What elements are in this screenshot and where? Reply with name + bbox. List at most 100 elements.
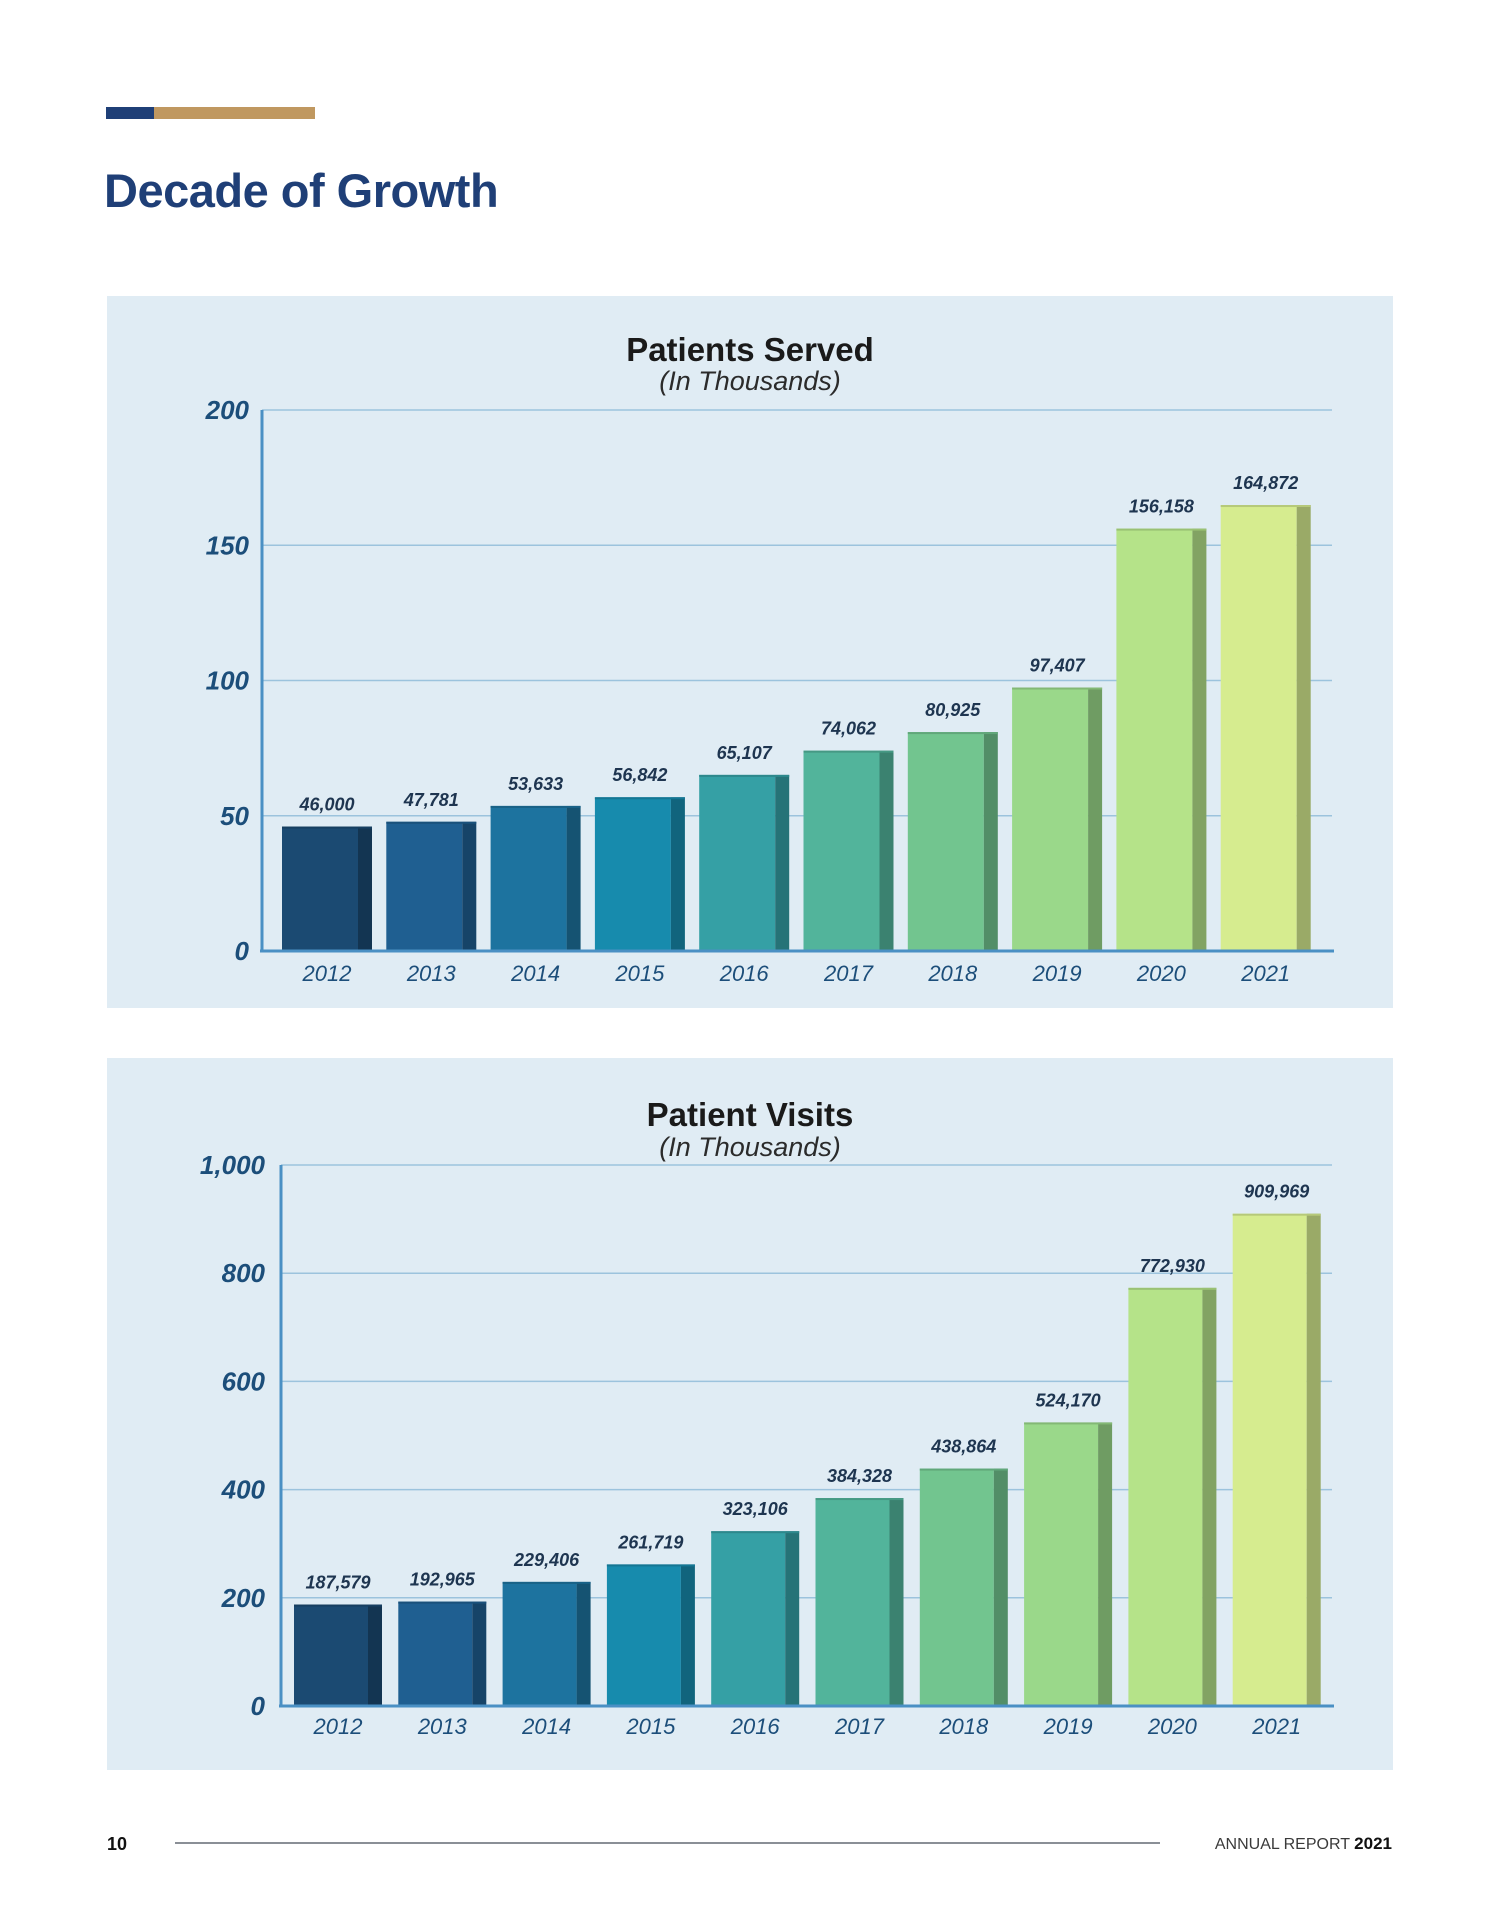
data-label: 323,106 bbox=[723, 1499, 789, 1519]
bar-side-2017 bbox=[889, 1498, 904, 1706]
y-tick-label: 1,000 bbox=[200, 1150, 266, 1180]
data-label: 772,930 bbox=[1140, 1256, 1205, 1276]
chart-subtitle: (In Thousands) bbox=[659, 1132, 841, 1162]
data-label: 229,406 bbox=[513, 1550, 580, 1570]
bar-top-2012 bbox=[282, 826, 372, 829]
y-tick-label: 400 bbox=[221, 1475, 266, 1505]
data-label: 47,781 bbox=[403, 790, 459, 810]
chart-title: Patient Visits bbox=[647, 1096, 854, 1133]
bar-2018 bbox=[907, 732, 984, 951]
data-label: 524,170 bbox=[1036, 1390, 1101, 1410]
report-label: ANNUAL REPORT bbox=[1214, 1836, 1350, 1853]
patient-visits-chart-panel: Patient Visits (In Thousands) 0 200 400 600 80… bbox=[107, 1058, 1393, 1770]
bar-2020 bbox=[1128, 1287, 1203, 1706]
bar-side-2014 bbox=[566, 805, 581, 951]
bar-side-2014 bbox=[576, 1581, 591, 1706]
data-label: 156,158 bbox=[1129, 497, 1194, 517]
data-label: 187,579 bbox=[305, 1573, 370, 1593]
bar-2018 bbox=[919, 1468, 994, 1706]
bar-side-2019 bbox=[1088, 687, 1103, 951]
data-label: 909,969 bbox=[1244, 1182, 1309, 1202]
x-tick-label: 2015 bbox=[625, 1714, 676, 1739]
bar-top-2019 bbox=[1024, 1422, 1113, 1425]
bars bbox=[294, 1213, 1321, 1706]
bar-side-2016 bbox=[785, 1531, 800, 1706]
data-label: 56,842 bbox=[612, 765, 667, 785]
y-tick-label: 150 bbox=[206, 530, 250, 560]
bar-2016 bbox=[711, 1531, 786, 1706]
x-tick-label: 2018 bbox=[927, 961, 978, 986]
bar-top-2014 bbox=[502, 1581, 591, 1584]
x-tick-label: 2017 bbox=[834, 1714, 885, 1739]
x-tick-label: 2015 bbox=[614, 961, 665, 986]
bar-2017 bbox=[815, 1498, 890, 1706]
patients-served-chart: Patients Served(In Thousands) 0 50 100 150 20… bbox=[205, 331, 1334, 986]
x-tick-label: 2018 bbox=[938, 1714, 989, 1739]
y-tick-label: 800 bbox=[222, 1258, 266, 1288]
bar-side-2018 bbox=[993, 1468, 1008, 1706]
data-label: 80,925 bbox=[925, 700, 981, 720]
data-label: 53,633 bbox=[508, 774, 563, 794]
footer-divider bbox=[175, 1842, 1160, 1844]
bar-side-2013 bbox=[462, 821, 477, 951]
bar-2019 bbox=[1012, 687, 1089, 951]
x-tick-label: 2014 bbox=[521, 1714, 571, 1739]
data-label: 74,062 bbox=[821, 719, 876, 739]
data-label: 97,407 bbox=[1030, 656, 1086, 676]
bar-top-2020 bbox=[1128, 1287, 1217, 1290]
data-label: 438,864 bbox=[930, 1437, 996, 1457]
x-tick-label: 2016 bbox=[719, 961, 770, 986]
x-tick-label: 2012 bbox=[302, 961, 352, 986]
x-tick-label: 2012 bbox=[313, 1714, 363, 1739]
y-tick-label: 600 bbox=[222, 1366, 266, 1396]
x-tick-label: 2021 bbox=[1240, 961, 1290, 986]
x-tick-label: 2019 bbox=[1043, 1714, 1093, 1739]
data-label: 46,000 bbox=[298, 795, 354, 815]
bar-2013 bbox=[398, 1601, 473, 1706]
bar-2013 bbox=[386, 821, 463, 951]
bar-2016 bbox=[699, 774, 776, 951]
bar-top-2012 bbox=[294, 1604, 382, 1607]
bar-side-2018 bbox=[983, 732, 998, 951]
bars bbox=[282, 505, 1311, 951]
x-tick-label: 2020 bbox=[1147, 1714, 1198, 1739]
bar-top-2017 bbox=[815, 1498, 904, 1501]
bar-side-2015 bbox=[670, 797, 685, 951]
data-label: 192,965 bbox=[410, 1570, 476, 1590]
bar-top-2013 bbox=[398, 1601, 487, 1604]
data-label: 384,328 bbox=[827, 1466, 892, 1486]
bar-top-2019 bbox=[1012, 687, 1103, 690]
y-tick-label: 100 bbox=[206, 666, 250, 696]
title-accent-blue-bar bbox=[106, 107, 154, 119]
report-year: 2021 bbox=[1354, 1834, 1392, 1853]
bar-side-2012 bbox=[368, 1604, 382, 1706]
y-tick-label: 200 bbox=[205, 395, 250, 425]
bar-top-2018 bbox=[919, 1468, 1008, 1471]
bar-side-2016 bbox=[775, 774, 790, 951]
x-tick-label: 2016 bbox=[730, 1714, 781, 1739]
x-tick-label: 2013 bbox=[406, 961, 457, 986]
bar-2020 bbox=[1116, 528, 1193, 951]
bar-side-2017 bbox=[879, 750, 894, 951]
bar-2021 bbox=[1220, 505, 1297, 951]
x-tick-label: 2017 bbox=[823, 961, 874, 986]
bar-top-2016 bbox=[699, 774, 790, 777]
bar-top-2015 bbox=[594, 797, 685, 800]
bar-2012 bbox=[282, 826, 358, 951]
bar-side-2012 bbox=[358, 826, 372, 951]
bar-top-2016 bbox=[711, 1531, 800, 1534]
bar-top-2015 bbox=[606, 1564, 695, 1567]
bar-side-2020 bbox=[1192, 528, 1207, 951]
bar-side-2021 bbox=[1296, 505, 1311, 951]
bar-top-2017 bbox=[803, 750, 894, 753]
patient-visits-chart: Patient Visits(In Thousands) 0 200 400 600 80… bbox=[200, 1096, 1334, 1739]
patients-served-chart-panel: Patients Served (In Thousands) 0 50 100 150 20… bbox=[107, 296, 1393, 1008]
bar-side-2019 bbox=[1098, 1422, 1113, 1706]
footer-report-label: ANNUAL REPORT 2021 bbox=[1215, 1834, 1392, 1854]
y-tick-label: 200 bbox=[221, 1583, 266, 1613]
bar-2014 bbox=[502, 1581, 577, 1706]
bar-side-2015 bbox=[680, 1564, 695, 1706]
bar-top-2014 bbox=[490, 805, 581, 808]
chart-title: Patients Served bbox=[626, 331, 874, 368]
chart-subtitle: (In Thousands) bbox=[659, 366, 841, 396]
